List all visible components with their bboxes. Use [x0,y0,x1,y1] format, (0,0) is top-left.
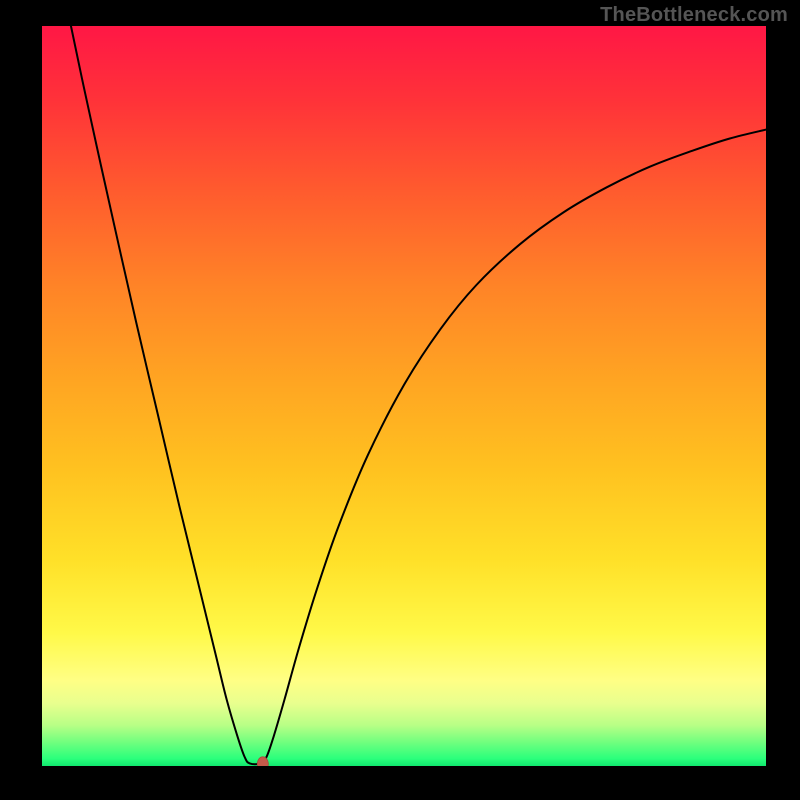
bottleneck-curve [42,26,766,766]
watermark-text: TheBottleneck.com [600,4,788,27]
chart-frame: TheBottleneck.com [0,0,800,800]
plot-area [42,26,766,766]
